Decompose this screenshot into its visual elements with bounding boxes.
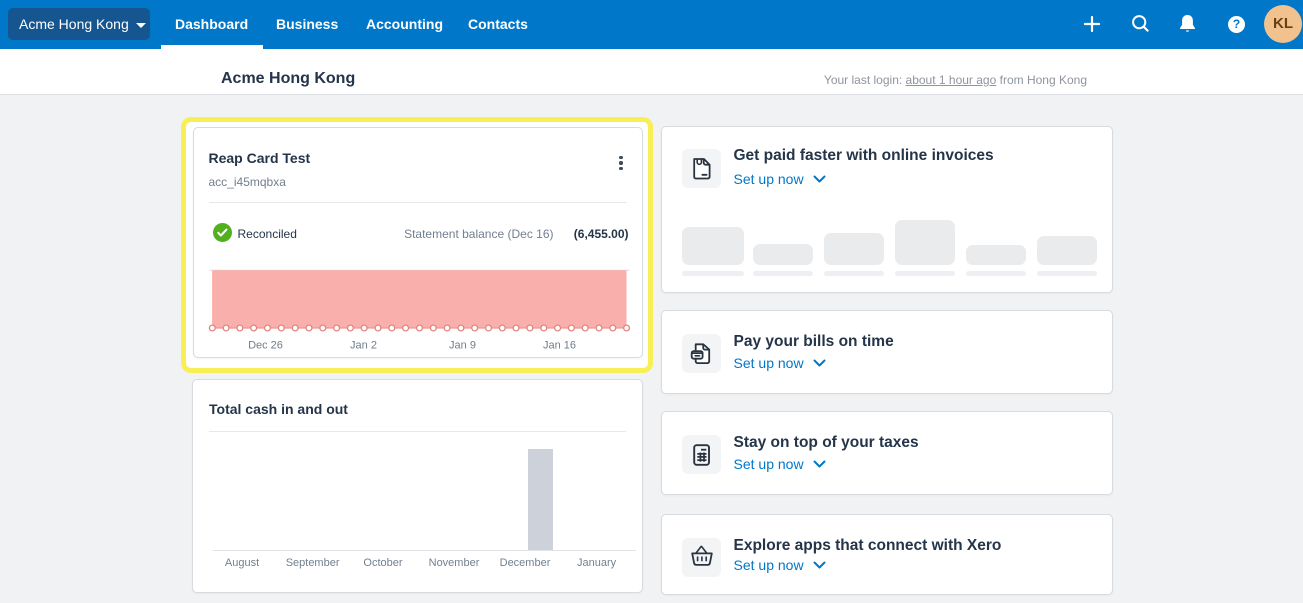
svg-text:Jan 16: Jan 16 xyxy=(542,339,575,351)
svg-text:Jan 9: Jan 9 xyxy=(449,339,476,351)
svg-text:Dec 26: Dec 26 xyxy=(248,339,283,351)
svg-text:Jan 2: Jan 2 xyxy=(350,339,377,351)
